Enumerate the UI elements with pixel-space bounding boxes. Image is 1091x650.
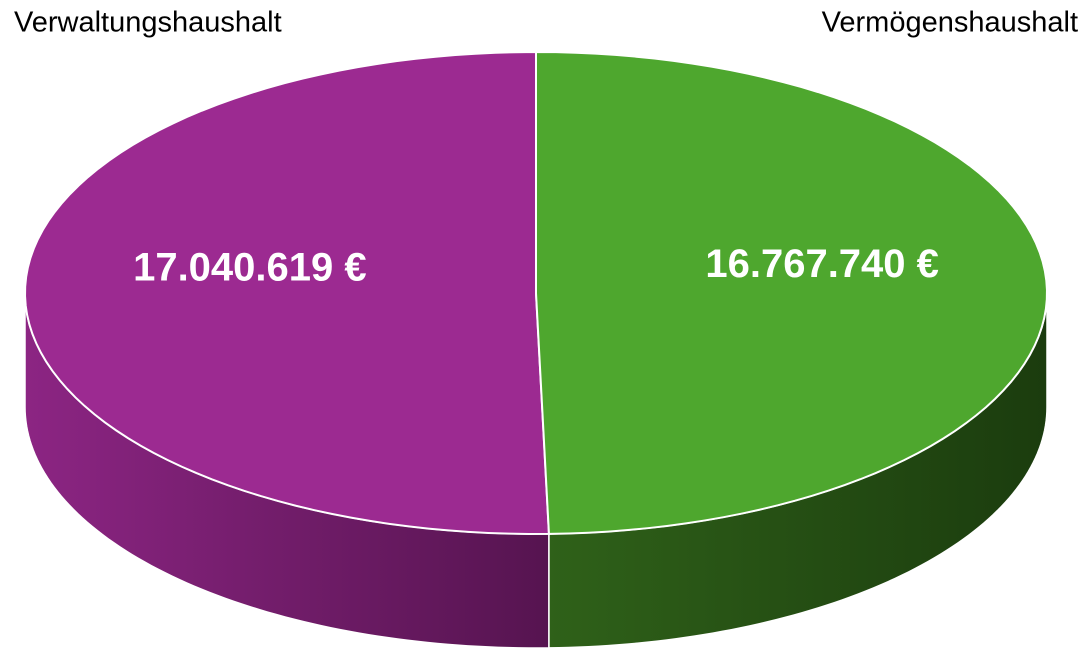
slice: [535, 50, 1048, 535]
slice: [24, 50, 551, 535]
category-label: Verwaltungshaushalt: [14, 7, 282, 39]
value-label: 16.767.740 €: [705, 242, 939, 286]
value-label: 17.040.619 €: [133, 245, 367, 289]
category-label: Vermögenshaushalt: [822, 7, 1078, 39]
